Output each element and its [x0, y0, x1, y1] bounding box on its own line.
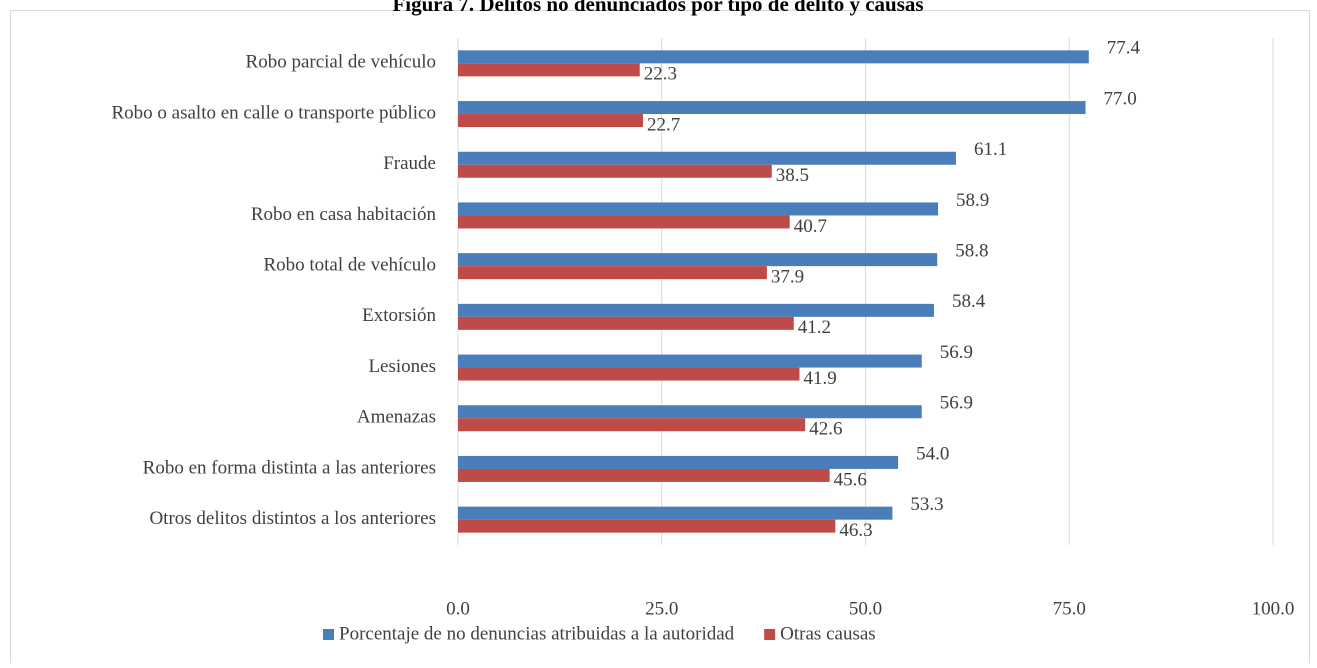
- legend-swatch: [323, 629, 334, 640]
- value-label: 58.4: [952, 291, 986, 312]
- value-label: 22.3: [644, 64, 677, 85]
- value-label: 54.0: [916, 443, 949, 464]
- value-label: 40.7: [794, 216, 827, 237]
- value-label: 58.8: [955, 241, 988, 262]
- bar: [458, 506, 893, 520]
- y-tick-label: Amenazas: [357, 407, 436, 428]
- bar: [458, 455, 899, 469]
- bar: [458, 253, 938, 267]
- bar: [458, 114, 644, 128]
- bar: [458, 519, 836, 533]
- y-tick-label: Robo parcial de vehículo: [246, 52, 436, 73]
- chart-frame: [10, 10, 1310, 668]
- legend-label: Otras causas: [780, 623, 876, 644]
- bar: [458, 405, 922, 419]
- value-label: 56.9: [940, 393, 973, 414]
- y-tick-label: Robo en forma distinta a las anteriores: [143, 457, 436, 478]
- bar: [458, 164, 772, 178]
- value-label: 77.0: [1104, 88, 1137, 109]
- value-label: 45.6: [834, 469, 867, 490]
- x-tick-label: 0.0: [446, 598, 470, 619]
- y-tick-label: Lesiones: [368, 356, 436, 377]
- value-label: 22.7: [647, 114, 680, 135]
- y-tick-label: Robo o asalto en calle o transporte públ…: [112, 102, 437, 123]
- y-tick-label: Extorsión: [362, 305, 436, 326]
- bar: [458, 63, 640, 77]
- x-tick-label: 50.0: [849, 598, 882, 619]
- x-tick-label: 75.0: [1053, 598, 1086, 619]
- y-tick-label: Otros delitos distintos a los anteriores: [149, 508, 436, 529]
- bar: [458, 418, 806, 432]
- x-tick-label: 25.0: [645, 598, 678, 619]
- value-label: 61.1: [974, 139, 1007, 160]
- bar: [458, 316, 794, 330]
- bar: [458, 303, 934, 317]
- bar: [458, 101, 1086, 115]
- value-label: 41.9: [803, 368, 836, 389]
- bar: [458, 215, 790, 229]
- value-label: 53.3: [910, 494, 943, 515]
- value-label: 77.4: [1107, 38, 1141, 59]
- legend-swatch: [764, 629, 776, 640]
- bar: [458, 266, 767, 280]
- bar: [458, 50, 1089, 64]
- bar: [458, 468, 830, 482]
- bar: [458, 354, 922, 368]
- bar: [458, 151, 956, 165]
- value-label: 56.9: [940, 342, 973, 363]
- y-tick-label: Robo total de vehículo: [263, 255, 436, 276]
- value-label: 46.3: [839, 520, 872, 541]
- value-label: 41.2: [798, 317, 831, 338]
- value-label: 42.6: [809, 419, 842, 440]
- y-tick-label: Fraude: [383, 153, 436, 174]
- chart-title: Figura 7. Delitos no denunciados por tip…: [392, 0, 923, 16]
- value-label: 38.5: [776, 165, 809, 186]
- value-label: 58.9: [956, 190, 989, 211]
- y-tick-label: Robo en casa habitación: [251, 204, 437, 225]
- legend-label: Porcentaje de no denuncias atribuidas a …: [339, 623, 735, 644]
- value-label: 37.9: [771, 267, 804, 288]
- bar: [458, 367, 800, 381]
- x-tick-label: 100.0: [1252, 598, 1295, 619]
- bar: [458, 202, 939, 216]
